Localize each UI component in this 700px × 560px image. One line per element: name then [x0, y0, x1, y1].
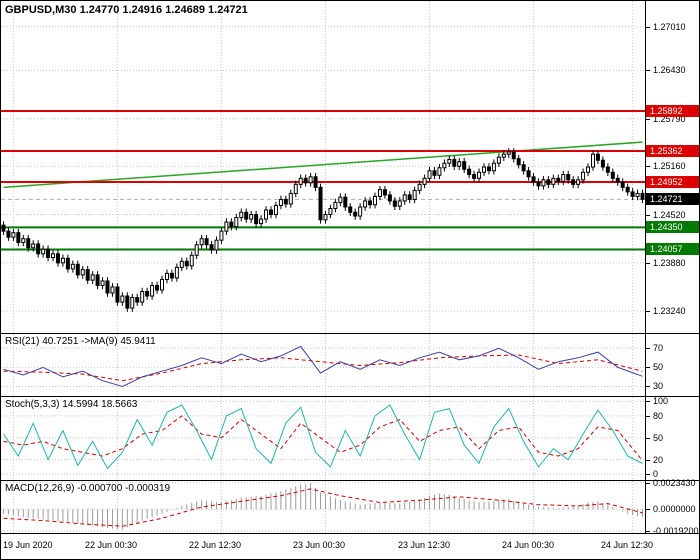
- panel-separator[interactable]: [1, 533, 699, 534]
- axis-label: 1.25790: [653, 114, 686, 124]
- axis-tick-mark: [646, 367, 650, 368]
- axis-label: 70: [653, 343, 664, 353]
- time-axis-label: 23 Jun 12:30: [398, 540, 451, 550]
- axis-tick-mark: [646, 311, 650, 312]
- axis-label: 1.24520: [653, 210, 686, 220]
- price-axis[interactable]: 1.27010 1.26430 1.25790 1.25160 1.24520 1.238…: [645, 1, 699, 333]
- time-axis-label: 24 Jun 00:30: [502, 540, 555, 550]
- resistance-price-badge: 1.25892: [646, 105, 699, 117]
- stochastic-axis[interactable]: 100 80 50 20 0: [645, 396, 699, 480]
- axis-tick-mark: [646, 416, 650, 417]
- axis-tick-mark: [646, 509, 650, 510]
- axis-tick-mark: [646, 263, 650, 264]
- rsi-axis[interactable]: 70 50 30: [645, 334, 699, 396]
- macd-panel: 0.0023430 0.0000000 -0.0019200 MACD(12,26,…: [1, 478, 699, 536]
- stochastic-panel: 100 80 50 20 0 Stoch(5,3,3) 14.5994 18.5663: [1, 396, 699, 480]
- axis-tick-mark: [646, 438, 650, 439]
- macd-axis[interactable]: 0.0023430 0.0000000 -0.0019200: [645, 478, 699, 536]
- axis-tick-mark: [646, 386, 650, 387]
- axis-tick-mark: [646, 27, 650, 28]
- axis-label: 1.25160: [653, 161, 686, 171]
- axis-tick-mark: [646, 215, 650, 216]
- time-axis-label: 19 Jun 2020: [3, 540, 53, 550]
- axis-tick-mark: [646, 483, 650, 484]
- axis-label: 1.26430: [653, 65, 686, 75]
- axis-label: 1.23240: [653, 306, 686, 316]
- axis-label: 0.0000000: [653, 504, 696, 514]
- axis-label: 1.23880: [653, 258, 686, 268]
- axis-label: 20: [653, 455, 664, 465]
- panel-separator[interactable]: [1, 396, 699, 397]
- support-price-badge: 1.24350: [646, 221, 699, 233]
- panel-separator[interactable]: [1, 333, 699, 334]
- time-axis-label: 23 Jun 00:30: [293, 540, 346, 550]
- resistance-price-badge: 1.25362: [646, 145, 699, 157]
- stochastic-canvas[interactable]: [1, 397, 645, 480]
- axis-tick-mark: [646, 474, 650, 475]
- axis-tick-mark: [646, 531, 650, 532]
- axis-label: 0.0023430: [653, 478, 696, 488]
- axis-label: 1.27010: [653, 22, 686, 32]
- axis-tick-mark: [646, 348, 650, 349]
- resistance-price-badge: 1.24952: [646, 176, 699, 188]
- support-price-badge: 1.24057: [646, 243, 699, 255]
- axis-label: 50: [653, 362, 664, 372]
- macd-label: MACD(12,26,9) -0.000700 -0.000319: [5, 483, 171, 494]
- axis-label: 100: [653, 396, 669, 406]
- macd-canvas[interactable]: [1, 481, 645, 533]
- rsi-label: RSI(21) 40.7251 ->MA(9) 45.9411: [5, 336, 156, 347]
- axis-label: 80: [653, 411, 664, 421]
- time-axis-label: 22 Jun 12:30: [189, 540, 242, 550]
- axis-tick-mark: [646, 401, 650, 402]
- rsi-canvas[interactable]: [1, 334, 645, 396]
- price-panel: 1.27010 1.26430 1.25790 1.25160 1.24520 1.238…: [1, 1, 699, 333]
- stochastic-label: Stoch(5,3,3) 14.5994 18.5663: [5, 399, 138, 410]
- price-chart-canvas[interactable]: [1, 1, 645, 333]
- axis-tick-mark: [646, 70, 650, 71]
- time-axis-label: 22 Jun 00:30: [85, 540, 138, 550]
- axis-label: 0: [653, 469, 659, 479]
- axis-label: -0.0019200: [653, 526, 699, 536]
- axis-label: 30: [653, 381, 664, 391]
- axis-tick-mark: [646, 119, 650, 120]
- axis-tick-mark: [646, 166, 650, 167]
- axis-tick-mark: [646, 460, 650, 461]
- chart-title-ohlc: GBPUSD,M30 1.24770 1.24916 1.24689 1.247…: [5, 4, 248, 16]
- rsi-panel: 70 50 30 RSI(21) 40.7251 ->MA(9) 45.9411: [1, 334, 699, 396]
- panel-separator[interactable]: [1, 480, 699, 481]
- axis-label: 50: [653, 433, 664, 443]
- time-axis-label: 24 Jun 12:30: [601, 540, 654, 550]
- current-price-badge: 1.24721: [646, 193, 699, 205]
- time-axis[interactable]: 19 Jun 2020 22 Jun 00:30 22 Jun 12:30 23 Ju…: [1, 534, 699, 559]
